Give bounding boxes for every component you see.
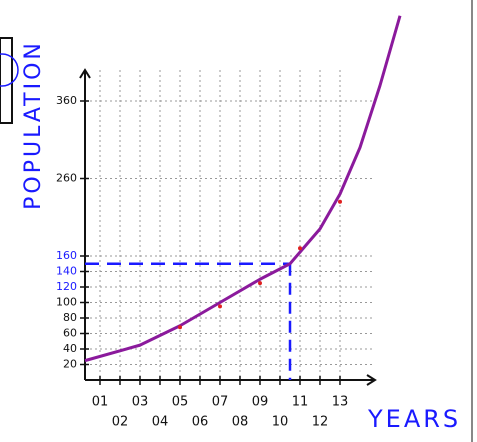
plot: 20 40 60 80 100 120 140 160 260 360 01020304050607… — [56, 16, 400, 430]
x-tick-label: 02 — [112, 415, 129, 430]
x-tick-label: 07 — [212, 395, 229, 410]
y-tick-label: 260 — [56, 172, 77, 185]
x-tick-label: 09 — [252, 395, 269, 410]
x-tick-label: 06 — [192, 415, 209, 430]
y-tick-label: 40 — [63, 342, 77, 355]
data-point — [298, 246, 302, 250]
y-tick-label: 80 — [63, 311, 77, 324]
x-tick-label: 13 — [332, 395, 349, 410]
side-circle — [0, 54, 18, 86]
y-tick-label: 100 — [56, 296, 77, 309]
data-point — [178, 325, 182, 329]
x-tick-label: 10 — [272, 415, 289, 430]
y-tick-label: 160 — [56, 249, 77, 262]
y-tick-label: 140 — [56, 265, 77, 278]
x-tick-label: 11 — [292, 395, 309, 410]
data-point — [258, 281, 262, 285]
x-tick-label: 12 — [312, 415, 329, 430]
x-tick-label: 04 — [152, 415, 169, 430]
data-point — [218, 304, 222, 308]
y-axis-label: POPULATION — [21, 40, 46, 210]
chart: 20 40 60 80 100 120 140 160 260 360 01020304050607… — [0, 0, 477, 442]
x-tick-label: 01 — [92, 395, 109, 410]
y-tick-label: 60 — [63, 327, 77, 340]
x-tick-label: 05 — [172, 395, 189, 410]
x-tick-label: 08 — [232, 415, 249, 430]
y-tick-label: 360 — [56, 94, 77, 107]
side-box — [0, 38, 12, 123]
data-point — [338, 200, 342, 204]
x-tick-label: 03 — [132, 395, 149, 410]
y-tick-label: 20 — [63, 358, 77, 371]
x-axis-label: YEARS — [367, 405, 461, 433]
y-tick-label: 120 — [56, 280, 77, 293]
line — [85, 16, 400, 361]
